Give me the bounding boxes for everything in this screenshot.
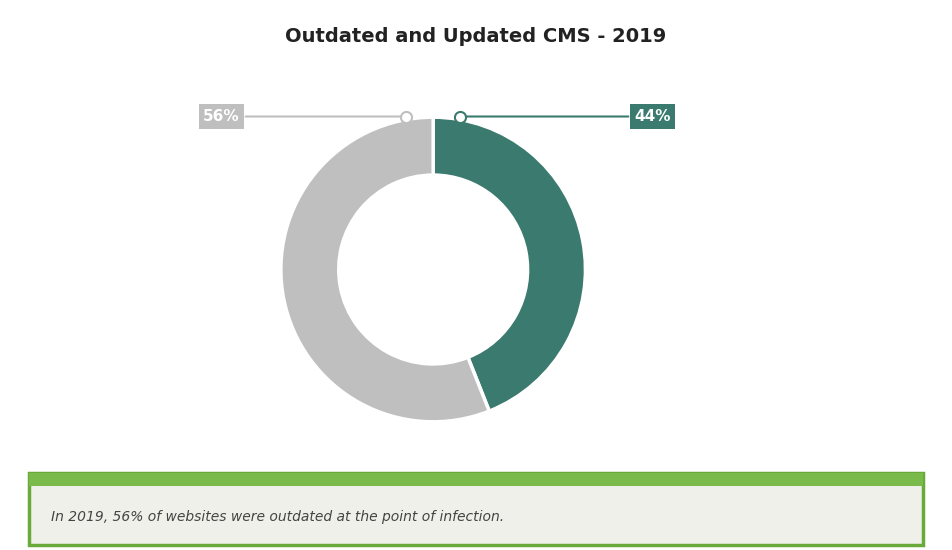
Text: In 2019, 56% of websites were outdated at the point of infection.: In 2019, 56% of websites were outdated a… — [51, 510, 504, 524]
Legend: Outdated, Updated: Outdated, Updated — [321, 479, 545, 508]
FancyBboxPatch shape — [29, 473, 923, 544]
Wedge shape — [281, 117, 489, 422]
Bar — [29, 473, 923, 486]
Text: 56%: 56% — [203, 109, 240, 124]
Wedge shape — [433, 117, 585, 411]
Text: Outdated and Updated CMS - 2019: Outdated and Updated CMS - 2019 — [286, 28, 666, 47]
Text: 44%: 44% — [634, 109, 671, 124]
